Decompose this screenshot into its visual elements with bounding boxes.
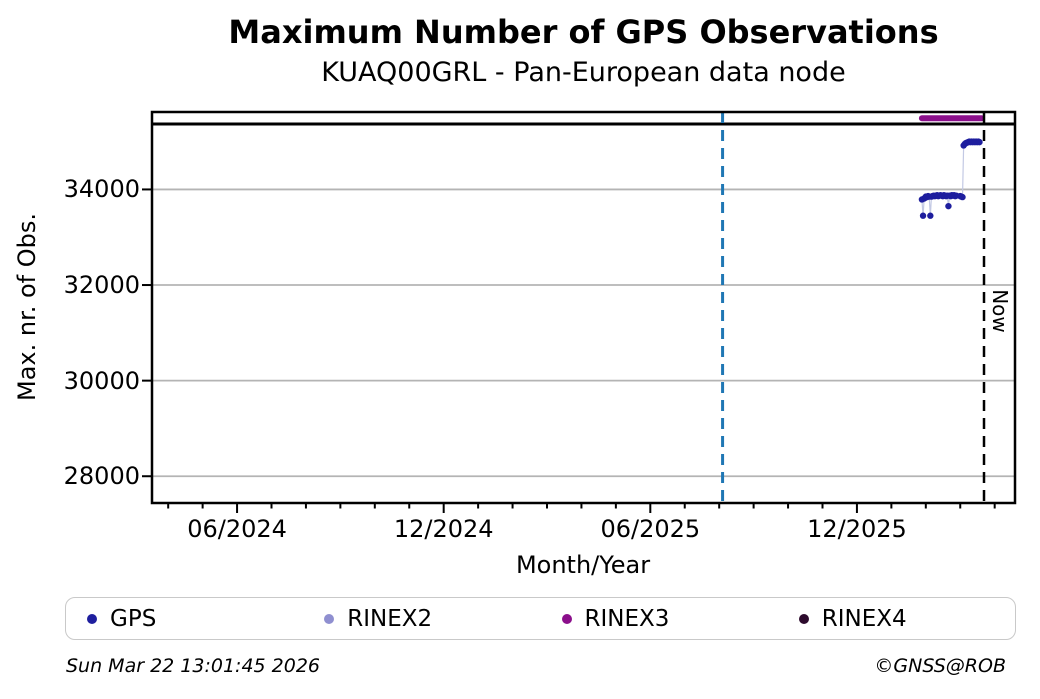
legend-label-rinex3: RINEX3 <box>584 605 670 632</box>
legend-label-gps: GPS <box>110 605 157 632</box>
y-tick-label: 28000 <box>63 462 140 491</box>
x-tick-label: 12/2025 <box>807 515 907 543</box>
x-tick-label: 06/2024 <box>187 515 287 543</box>
gps-point <box>919 212 927 219</box>
chart-subtitle: KUAQ00GRL - Pan-European data node <box>321 57 846 88</box>
gps-point <box>945 202 952 210</box>
y-tick-label: 30000 <box>63 366 140 395</box>
gps-dot-icon <box>87 613 97 624</box>
y-tick-label: 34000 <box>63 175 140 204</box>
legend-entry-rinex4: RINEX4 <box>778 606 1015 632</box>
legend-label-rinex4: RINEX4 <box>821 605 907 632</box>
legend: GPS RINEX2 RINEX3 RINEX4 <box>65 597 1016 640</box>
y-axis-label: Max. nr. of Obs. <box>13 212 41 402</box>
rinex2-dot-icon <box>324 613 335 624</box>
legend-label-rinex2: RINEX2 <box>347 605 433 632</box>
y-tick-label: 32000 <box>63 271 140 300</box>
chart-title: Maximum Number of GPS Observations <box>228 13 939 51</box>
x-axis-label: Month/Year <box>515 551 651 579</box>
gps-point <box>927 212 934 219</box>
gps-point <box>959 193 966 201</box>
rinex4-dot-icon <box>798 613 809 624</box>
generation-timestamp: Sun Mar 22 13:01:45 2026 <box>66 655 321 677</box>
legend-entry-gps: GPS <box>66 606 303 632</box>
gps-point <box>976 138 983 146</box>
copyright-credit: ©GNSS@ROB <box>874 655 1006 677</box>
legend-entry-rinex3: RINEX3 <box>541 606 778 632</box>
now-line-label: Now <box>988 289 1012 333</box>
plot-frame <box>150 110 1017 505</box>
legend-entry-rinex2: RINEX2 <box>303 606 540 632</box>
x-tick-label: 06/2025 <box>600 515 701 543</box>
rinex3-dot-icon <box>561 613 572 624</box>
x-tick-label: 12/2024 <box>393 515 494 543</box>
